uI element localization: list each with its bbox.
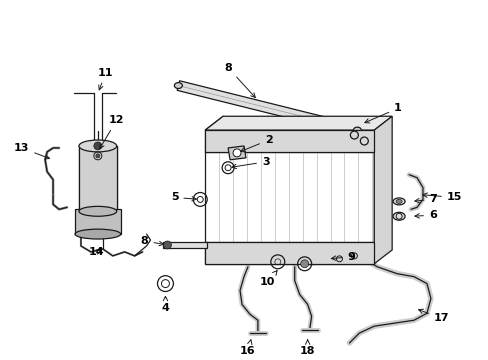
Ellipse shape [79,206,117,216]
Ellipse shape [174,82,182,89]
Text: 15: 15 [422,193,461,202]
Polygon shape [163,242,207,248]
Text: 4: 4 [161,296,169,314]
Ellipse shape [353,127,361,133]
Text: 12: 12 [100,115,124,149]
Text: 7: 7 [414,194,436,204]
Circle shape [163,241,171,249]
Text: 10: 10 [260,271,277,287]
Ellipse shape [392,198,404,205]
Ellipse shape [395,199,401,203]
Circle shape [300,260,308,268]
Text: 14: 14 [89,247,104,257]
Polygon shape [227,146,245,160]
Polygon shape [205,242,373,264]
Circle shape [233,149,241,157]
Circle shape [96,154,100,158]
Text: 6: 6 [414,210,436,220]
Text: 9: 9 [331,252,355,262]
Text: 3: 3 [231,157,269,168]
Ellipse shape [79,140,117,152]
Polygon shape [75,209,121,234]
Text: 13: 13 [14,143,49,159]
Ellipse shape [75,229,121,239]
Text: 2: 2 [240,135,272,152]
Text: 17: 17 [418,309,448,323]
Polygon shape [205,116,391,130]
Text: 11: 11 [98,68,113,90]
Polygon shape [205,130,373,152]
Text: 8: 8 [141,236,163,246]
Polygon shape [373,116,391,264]
Circle shape [94,142,102,150]
Text: 8: 8 [224,63,255,98]
Ellipse shape [392,212,404,220]
Text: 5: 5 [170,193,196,202]
Text: 18: 18 [299,340,315,356]
Text: 16: 16 [240,340,255,356]
Text: 1: 1 [364,103,401,123]
Polygon shape [79,146,117,211]
Polygon shape [177,81,358,135]
